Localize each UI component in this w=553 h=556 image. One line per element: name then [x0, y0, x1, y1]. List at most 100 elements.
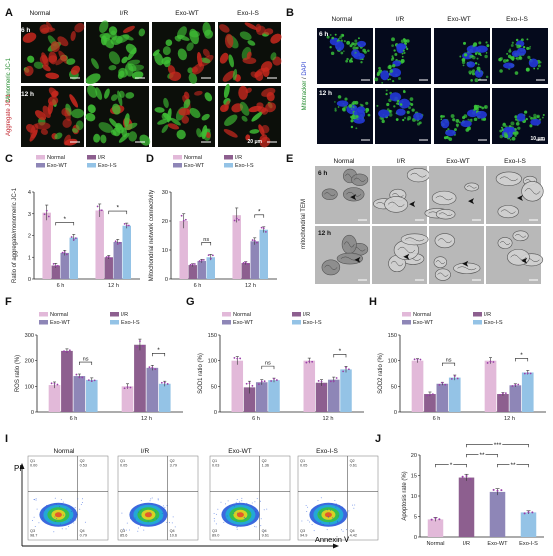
panel-a-cell — [242, 57, 257, 64]
panel-b-mito-dot — [337, 95, 342, 99]
panel-a-cell — [117, 90, 123, 107]
panel-e-cristae — [324, 264, 338, 270]
panel-b-mito-dot — [479, 53, 482, 55]
panel-e-arrow — [521, 257, 528, 264]
panel-a-cell — [196, 128, 202, 138]
significance-label: ns — [203, 237, 209, 243]
data-point — [345, 366, 347, 369]
panel-a-cell — [108, 51, 121, 65]
significance-bracket — [466, 453, 498, 458]
data-point — [523, 512, 526, 515]
panel-b-mito-dot — [352, 106, 355, 108]
panel-i-plot-frame — [27, 455, 109, 541]
panel-a-cell — [50, 41, 60, 53]
panel-i-density-contour — [236, 512, 244, 518]
panel-i-event-dot — [36, 508, 38, 510]
legend-swatch — [173, 155, 182, 160]
legend-swatch — [473, 312, 482, 317]
panel-i-event-dot — [305, 505, 307, 507]
panel-i-event-dot — [70, 511, 72, 513]
data-point — [461, 475, 464, 478]
panel-b-mito-dot — [481, 106, 485, 110]
panel-i-event-dot — [337, 521, 339, 523]
panel-a-cell — [251, 111, 263, 122]
panel-a-image-tile — [152, 21, 215, 84]
panel-b-mito-dot — [406, 110, 410, 114]
legend-swatch — [110, 312, 119, 317]
panel-b-mito-dot — [337, 106, 340, 108]
data-point — [180, 214, 183, 217]
panel-a-cell — [99, 20, 109, 33]
panel-a-cell — [108, 26, 118, 36]
legend-swatch — [402, 320, 411, 325]
data-point — [311, 360, 314, 363]
panel-i-event-dot — [307, 519, 309, 521]
y-tick-label: 30 — [162, 190, 168, 196]
panel-i-quadrant-name: Q4 — [350, 529, 355, 533]
legend-swatch — [36, 163, 45, 168]
panel-i-quadrant-name: Q2 — [262, 459, 267, 463]
significance-bracket — [108, 210, 128, 215]
panel-b-mito-dot — [401, 52, 404, 55]
panel-i-event-dot — [155, 518, 157, 520]
panel-b-image-tile — [317, 88, 373, 144]
panel-b-mito-dot — [376, 71, 381, 76]
panel-b-mito-dot — [334, 33, 337, 36]
data-point — [68, 349, 71, 352]
data-point — [107, 255, 110, 258]
panel-i-event-dot — [164, 507, 166, 509]
panel-i-event-dot — [340, 529, 342, 531]
panel-b-mito-dot — [391, 79, 395, 83]
panel-a-cell — [249, 129, 260, 134]
panel-b-mito-dot — [478, 41, 482, 45]
panel-b-nucleus — [530, 118, 541, 126]
panel-a-cell — [121, 56, 128, 64]
y-tick-label: 0 — [214, 410, 217, 416]
panel-i-quadrant-value: 10.6 — [170, 534, 177, 538]
panel-b-mito-dot — [337, 38, 340, 40]
panel-b-mito-dot — [468, 70, 472, 74]
significance-label: * — [450, 462, 453, 469]
panel-b-mito-dot — [381, 81, 384, 84]
data-point — [182, 219, 185, 222]
panel-a-cell — [47, 101, 54, 115]
panel-e-header-ir: I/R — [397, 158, 406, 165]
panel-b-mito-dot — [365, 110, 368, 114]
panel-b-nucleus — [445, 129, 456, 137]
panel-letter-f: F — [5, 296, 12, 308]
panel-i-event-dot — [311, 524, 313, 526]
panel-b-mito-dot — [473, 117, 478, 122]
bar — [206, 257, 215, 279]
y-tick-label: 100 — [208, 359, 217, 365]
panel-e-cristae — [390, 260, 404, 267]
data-point — [70, 236, 73, 238]
data-point — [248, 382, 251, 385]
bar — [232, 215, 241, 279]
panel-e-image-tile — [315, 166, 370, 224]
panel-e-arrow — [516, 195, 523, 202]
data-point — [90, 380, 93, 383]
panel-a-cell — [163, 97, 169, 108]
panel-b-mito-dot — [374, 77, 379, 82]
panel-i-event-dot — [255, 526, 257, 528]
bar — [122, 225, 131, 279]
data-point — [308, 360, 311, 363]
data-point — [193, 263, 196, 265]
panel-i-event-dot — [223, 521, 225, 523]
panel-a-cell — [124, 122, 138, 131]
panel-i-event-dot — [235, 501, 237, 503]
bar — [458, 477, 475, 537]
significance-bracket — [497, 463, 529, 468]
panel-i-event-dot — [77, 498, 79, 500]
panel-a-cell — [176, 129, 186, 140]
panel-i-plot-frame — [117, 455, 199, 541]
panel-i-event-dot — [217, 508, 219, 510]
panel-b-mito-dot — [442, 115, 446, 118]
panel-i-event-dot — [236, 499, 238, 501]
panel-a-cell — [261, 107, 269, 115]
bar — [303, 360, 316, 412]
panel-i-event-dot — [53, 531, 55, 533]
panel-i-quadrant-value: 3.79 — [170, 464, 177, 468]
panel-i-event-dot — [143, 529, 145, 531]
panel-b-mito-dot — [463, 53, 468, 57]
